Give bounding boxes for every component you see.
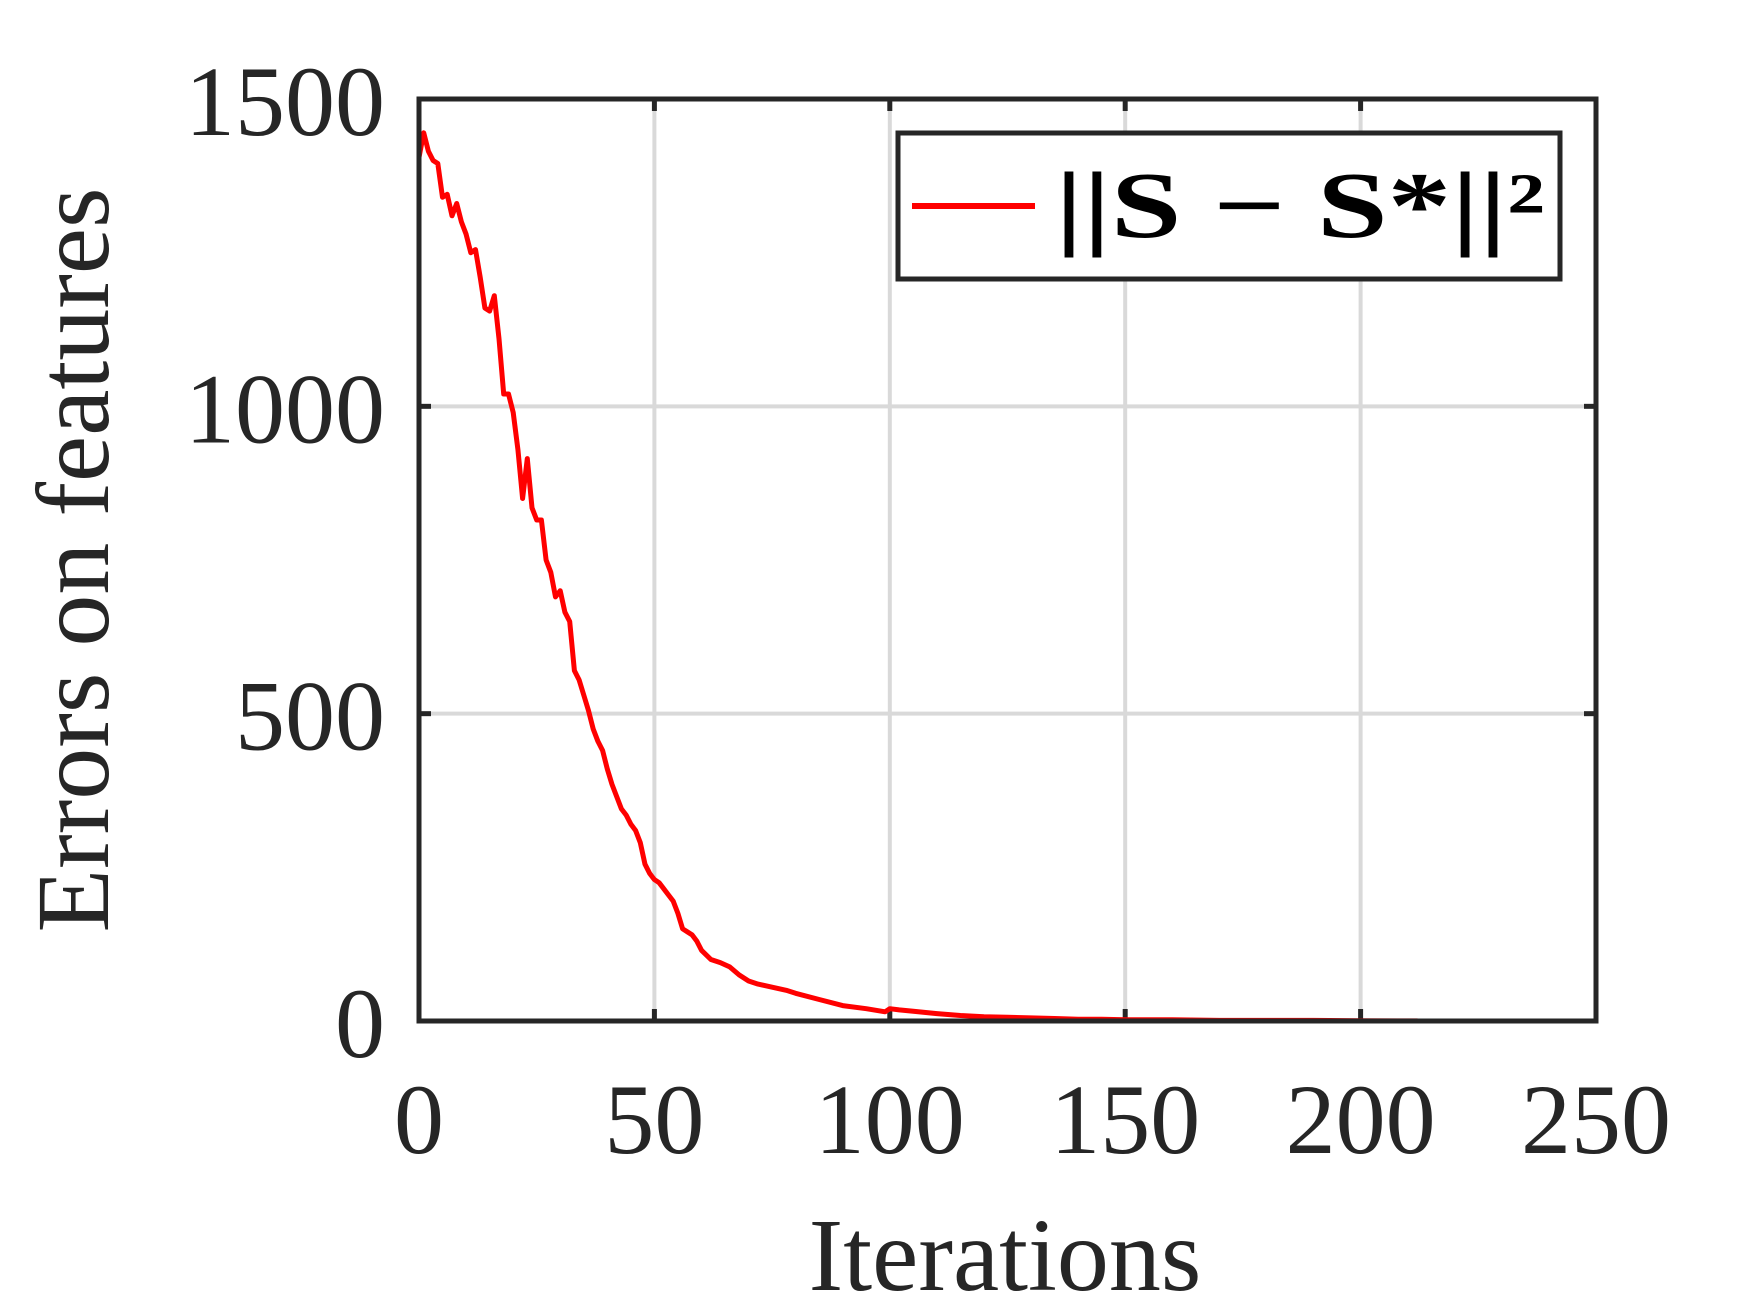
x-tick-label: 0 [394,1064,444,1175]
y-axis-label: Errors on features [16,187,131,932]
y-tick-label: 1500 [185,46,385,157]
x-tick-label: 200 [1286,1064,1436,1175]
y-tick-labels: 0 500 1000 1500 [185,46,385,1079]
x-tick-label: 250 [1521,1064,1671,1175]
plot-frame [416,96,1599,1024]
series-line-0 [416,130,1420,1024]
x-tick-label: 50 [604,1064,704,1175]
x-tick-label: 100 [815,1064,965,1175]
y-tick-label: 1000 [185,353,385,464]
y-tick-label: 0 [335,968,385,1079]
series-layer [416,130,1420,1024]
legend: ||S − S*||² [895,130,1563,282]
x-axis-label: Iterations [809,1198,1202,1313]
legend-label: ||S − S*||² [1055,154,1545,258]
x-tick-labels: 0 50 100 150 200 250 [394,1064,1671,1175]
y-tick-label: 500 [235,661,385,772]
x-tick-label: 150 [1050,1064,1200,1175]
